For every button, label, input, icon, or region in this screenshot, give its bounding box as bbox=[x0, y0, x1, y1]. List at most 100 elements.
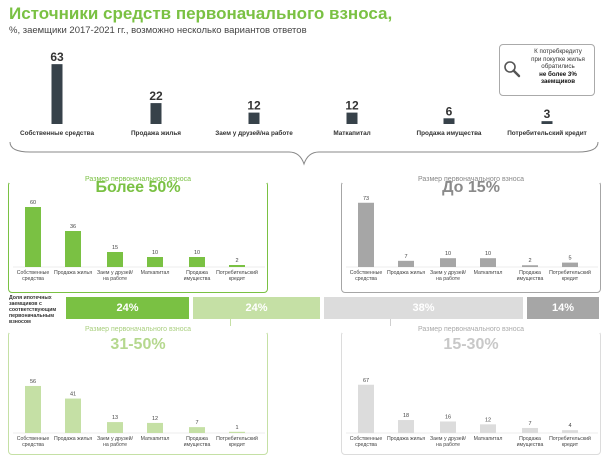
category-label: Продажа жилья bbox=[387, 436, 425, 442]
value-label: 5 bbox=[568, 256, 571, 262]
bar-маткапитал bbox=[480, 258, 496, 267]
bar-собственные-средства bbox=[358, 384, 374, 433]
value-label: 18 bbox=[403, 413, 409, 419]
category-label: Маткапитал bbox=[141, 436, 170, 442]
bar-маткапитал bbox=[147, 257, 163, 267]
share-bar-15-30: 38% bbox=[324, 297, 523, 319]
value-label: 10 bbox=[445, 251, 451, 257]
panel-caption: Размер первоначального взноса bbox=[342, 176, 600, 183]
category-label: Продажа bbox=[186, 270, 208, 276]
category-label: Продажа bbox=[186, 436, 208, 442]
bar-потребительский-кредит bbox=[562, 262, 578, 267]
category-label: кредит bbox=[229, 276, 246, 282]
category-label: Потребительский bbox=[549, 435, 591, 442]
category-label: Продажа bbox=[519, 436, 541, 442]
bar-продажа-имущества bbox=[189, 257, 205, 267]
panel-caption: Размер первоначального взноса bbox=[342, 326, 600, 333]
value-label: 1 bbox=[235, 425, 238, 431]
value-label: 3 bbox=[544, 107, 551, 121]
value-label: 15 bbox=[112, 245, 118, 251]
category-label: Продажа жилья bbox=[54, 270, 92, 276]
bar-потребительский-кредит bbox=[562, 430, 578, 433]
bar-маткапитал bbox=[480, 424, 496, 433]
value-label: 4 bbox=[568, 423, 571, 429]
category-label: кредит bbox=[562, 442, 579, 448]
category-label: Заем у друзей/ bbox=[97, 269, 133, 276]
share-bar-31-50: 24% bbox=[193, 297, 320, 319]
category-label: Маткапитал bbox=[474, 436, 503, 442]
bar-собственные-средства bbox=[358, 202, 374, 267]
share-bar-up-to-15: 14% bbox=[527, 297, 599, 319]
bar-продажа-жилья bbox=[150, 103, 162, 124]
value-label: 41 bbox=[70, 392, 76, 398]
summary-brace bbox=[9, 141, 599, 166]
value-label: 2 bbox=[528, 258, 531, 264]
connector-line bbox=[390, 319, 391, 327]
value-label: 10 bbox=[485, 251, 491, 257]
page-subtitle: %, заемщики 2017-2021 гг., возможно неск… bbox=[9, 25, 307, 36]
panel-more-50: Размер первоначального взноса Более 50% … bbox=[8, 176, 268, 293]
value-label: 7 bbox=[195, 420, 198, 426]
category-label: Потребительский bbox=[549, 269, 591, 276]
bar-продажа-жилья bbox=[398, 420, 414, 433]
share-bar-more-50: 24% bbox=[66, 297, 189, 319]
category-label: Заем у друзей/ bbox=[430, 435, 466, 442]
panel-title: Более 50% bbox=[95, 179, 181, 196]
bar-продажа-жилья bbox=[65, 231, 81, 267]
category-label: на работе bbox=[436, 276, 460, 282]
bar-потребительский-кредит bbox=[541, 121, 553, 124]
value-label: 10 bbox=[152, 250, 158, 256]
category-label: имущества bbox=[517, 442, 544, 448]
bar-потребительский-кредит bbox=[229, 265, 245, 267]
category-label: Продажа имущества bbox=[417, 130, 482, 137]
value-label: 12 bbox=[247, 99, 261, 113]
callout-line-3: обратились bbox=[541, 63, 575, 71]
category-label: средства bbox=[355, 442, 377, 448]
category-label: Продажа жилья bbox=[387, 270, 425, 276]
magnifier-icon bbox=[504, 61, 521, 78]
value-label: 12 bbox=[152, 416, 158, 422]
callout-line-2: при покупке жилья bbox=[531, 55, 585, 63]
bar-собственные-средства bbox=[25, 385, 41, 433]
bar-продажа-жилья bbox=[65, 398, 81, 433]
category-label: на работе bbox=[436, 442, 460, 448]
panel-title: До 15% bbox=[442, 179, 500, 196]
category-label: Заем у друзей/ bbox=[430, 269, 466, 276]
value-label: 16 bbox=[445, 414, 451, 420]
panel-title: 31-50% bbox=[110, 336, 166, 353]
category-label: имущества bbox=[184, 276, 211, 282]
category-label: Продажа жилья bbox=[54, 436, 92, 442]
panel-15-30: Размер первоначального взноса 15-30% 67 С… bbox=[341, 326, 601, 455]
bar-маткапитал bbox=[346, 112, 358, 124]
value-label: 63 bbox=[50, 50, 64, 64]
bar-собственные-средства bbox=[51, 64, 63, 124]
callout-text: К потребкредиту при покупке жилья обрати… bbox=[522, 48, 594, 86]
category-label: Собственные средства bbox=[20, 129, 94, 137]
bar-заем-у-друзей-на-работе bbox=[107, 422, 123, 433]
bar-потребительский-кредит bbox=[229, 431, 245, 433]
bar-заем-у-друзей-на-работе bbox=[440, 258, 456, 267]
category-label: Продажа жилья bbox=[131, 130, 181, 137]
category-label: Заем у друзей/на работе bbox=[215, 129, 293, 137]
category-label: Собственные bbox=[350, 436, 383, 442]
value-label: 67 bbox=[363, 378, 369, 384]
value-label: 2 bbox=[235, 258, 238, 264]
category-label: кредит bbox=[229, 442, 246, 448]
category-label: Маткапитал bbox=[333, 130, 370, 137]
bar-маткапитал bbox=[147, 422, 163, 433]
value-label: 12 bbox=[345, 99, 359, 113]
category-label: Потребительский bbox=[216, 269, 258, 276]
category-label: Потребительский bbox=[216, 435, 258, 442]
panel-31-50: Размер первоначального взноса 31-50% 56 С… bbox=[8, 326, 268, 455]
bar-продажа-имущества bbox=[189, 427, 205, 433]
category-label: средства bbox=[22, 442, 44, 448]
value-label: 13 bbox=[112, 415, 118, 421]
bar-заем-у-друзей-на-работе bbox=[248, 112, 260, 124]
category-label: на работе bbox=[103, 442, 127, 448]
value-label: 6 bbox=[446, 104, 453, 118]
category-label: Собственные bbox=[17, 270, 50, 276]
